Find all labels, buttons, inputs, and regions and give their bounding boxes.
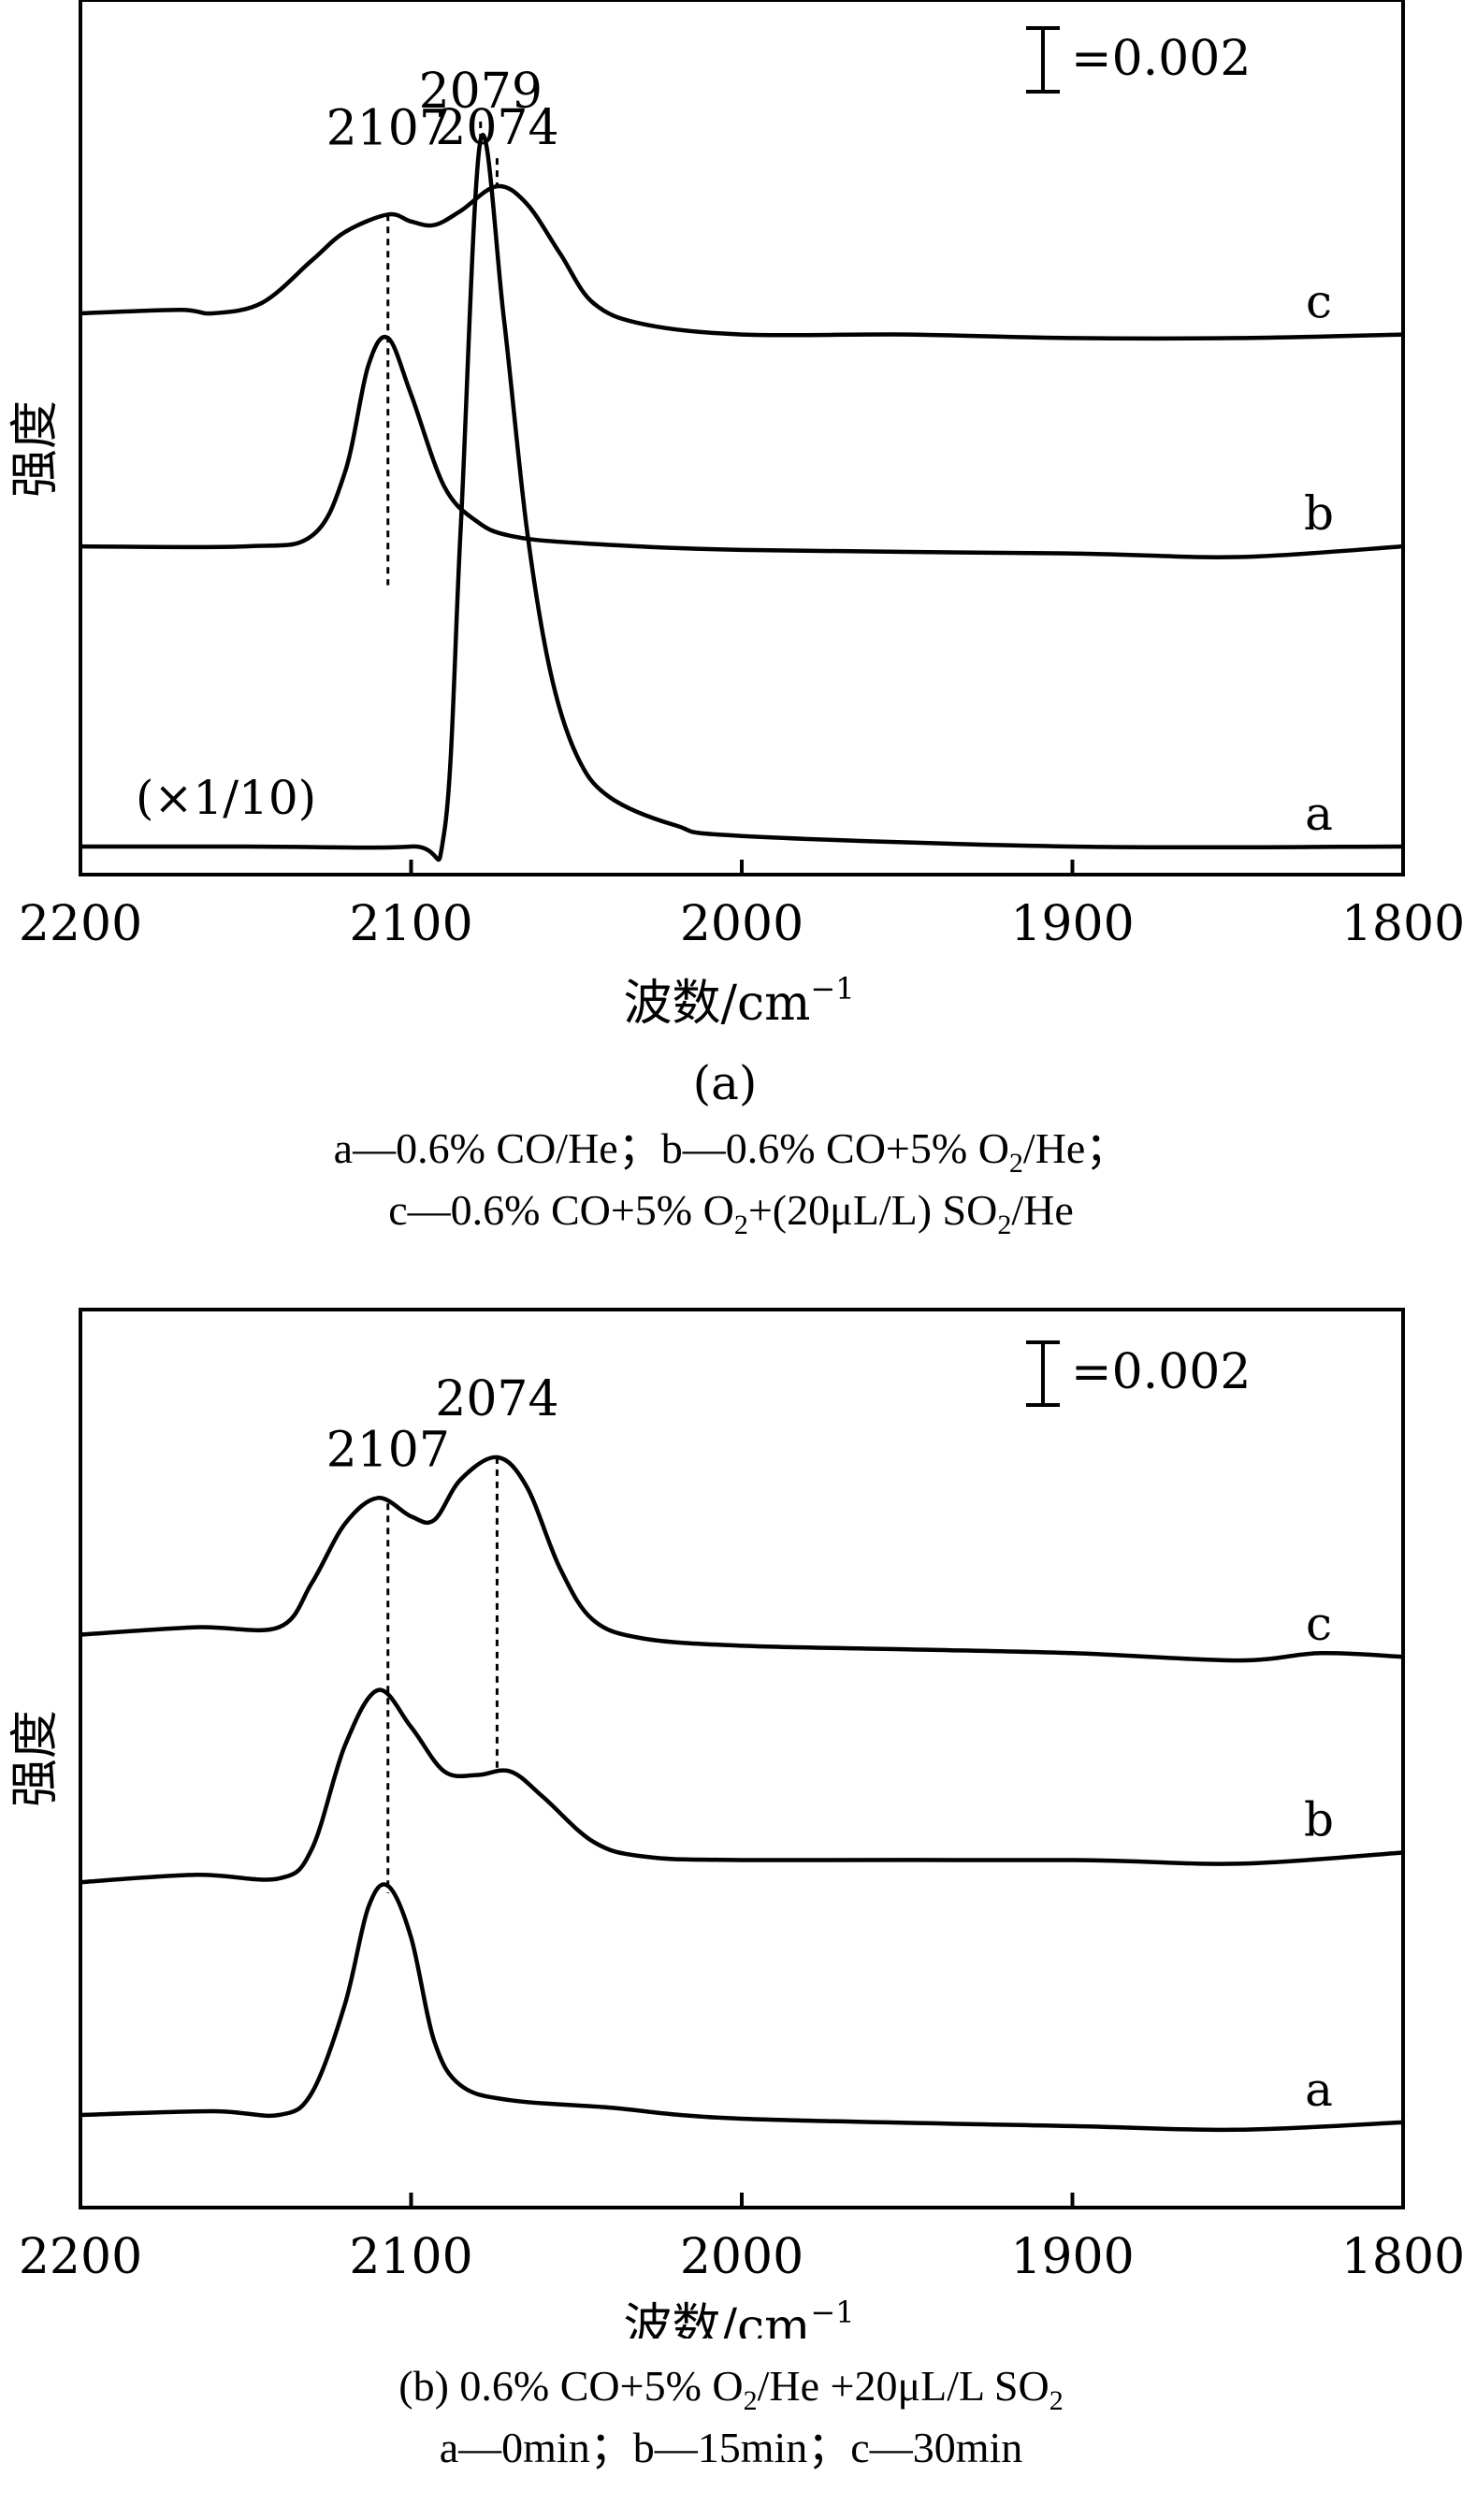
x-tick-label: 2100 [349, 896, 472, 952]
x-tick-label: 2100 [349, 2229, 472, 2285]
scale-bar-label-a: =0.002 [1071, 31, 1251, 87]
caption-b-line2: a—0min；b—15min；c—30min [439, 2424, 1023, 2471]
x-axis-label-b: 波数/cm−1 [623, 2295, 854, 2339]
chart-panel-b: 2200 2100 2000 1900 1800 a b c 2107 2074 =0.002… [0, 1291, 1462, 2520]
x-axis-label-a: 波数/cm−1 [623, 971, 854, 1032]
series-line-c [80, 183, 1404, 341]
x-tick-label: 2200 [19, 2229, 142, 2285]
plot-frame-a [79, 0, 1405, 876]
y-axis-label-a: 强度 [7, 400, 64, 498]
x-tick-label: 1900 [1010, 896, 1134, 952]
series-name-label-a: a [1305, 787, 1333, 841]
peak-label-2107: 2107 [326, 1422, 450, 1478]
x-tick-label: 2000 [680, 2229, 803, 2285]
scale-bar-label-b: =0.002 [1071, 1344, 1251, 1400]
series-line-b [80, 1687, 1404, 1885]
series-name-label-a: a [1305, 2063, 1333, 2117]
x-tick-label: 1800 [1341, 896, 1462, 952]
peak-label-2074: 2074 [435, 1371, 558, 1427]
x-tick-label: 2200 [19, 896, 142, 952]
x-tick-label: 2000 [680, 896, 803, 952]
scale-bar-b: =0.002 [1026, 1340, 1251, 1407]
plot-frame-b [79, 1308, 1405, 2209]
series-line-a [80, 133, 1404, 862]
series-line-a [80, 1882, 1404, 2133]
panel-label-a: (a) [693, 1056, 758, 1110]
caption-a-line1: a—0.6% CO/He；b—0.6% CO+5% O2/He； [333, 1124, 1129, 1180]
scale-bar-a: =0.002 [1026, 26, 1251, 94]
x-tick-label: 1900 [1010, 2229, 1134, 2285]
peak-label-2074: 2074 [435, 100, 558, 156]
series-name-label-b: b [1304, 1793, 1334, 1847]
peak-label-2107: 2107 [326, 100, 450, 156]
chart-panel-a: 2200 2100 2000 1900 1800 a b c 2107 2074 2079 =0… [0, 0, 1462, 1253]
series-name-label-c: c [1306, 275, 1332, 329]
series-line-b [80, 335, 1404, 559]
peak-label-2079: 2079 [419, 64, 543, 120]
x-tick-label: 1800 [1341, 2229, 1462, 2285]
scale-note-a: (×1/10) [136, 771, 316, 825]
series-line-c [80, 1455, 1404, 1663]
series-name-label-b: b [1304, 486, 1334, 541]
caption-b-line1: (b) 0.6% CO+5% O2/He +20μL/L SO2 [398, 2362, 1064, 2417]
series-name-label-c: c [1306, 1597, 1332, 1651]
caption-a-line2: c—0.6% CO+5% O2+(20μL/L) SO2/He [388, 1186, 1074, 1241]
y-axis-label-b: 强度 [7, 1710, 64, 1807]
